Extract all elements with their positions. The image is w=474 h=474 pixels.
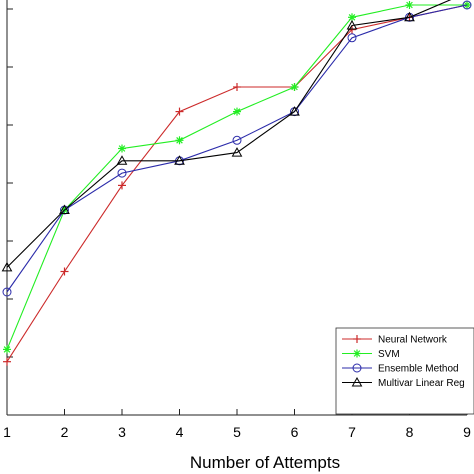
data-point	[289, 106, 300, 116]
x-tick-label: 6	[291, 424, 299, 440]
legend-item: SVM	[342, 349, 400, 360]
data-point	[404, 11, 415, 22]
data-point	[351, 376, 363, 387]
series-line	[6, 4, 467, 350]
x-tick-label: 7	[348, 424, 356, 440]
data-point	[348, 13, 356, 22]
data-point	[60, 267, 69, 276]
legend-item: Multivar Linear Reg	[342, 376, 465, 389]
data-point	[118, 181, 126, 190]
data-point	[2, 287, 12, 297]
data-point	[346, 19, 358, 30]
legend-label: Multivar Linear Reg	[378, 378, 465, 389]
data-point	[116, 155, 128, 165]
x-tick-label: 3	[118, 424, 126, 440]
series-multivar-linear-reg	[1, 0, 452, 272]
data-point	[347, 33, 357, 43]
series-svm	[3, 1, 471, 354]
legend-label: Neural Network	[378, 335, 448, 346]
legend-label: Ensemble Method	[378, 364, 459, 375]
data-point	[1, 261, 13, 272]
data-point	[233, 83, 241, 91]
data-point	[290, 83, 299, 91]
data-point	[3, 357, 11, 366]
data-point	[232, 135, 242, 145]
x-axis-label: Number of Attempts	[190, 453, 340, 472]
series-line	[6, 4, 468, 293]
data-point	[59, 204, 70, 214]
legend-item: Ensemble Method	[342, 363, 459, 375]
data-point	[175, 136, 184, 145]
series-neural-network	[3, 1, 471, 366]
x-tick-label: 5	[233, 424, 241, 440]
legend: Neural Network SVM Ensemble Method Multivar…	[335, 327, 474, 415]
legend-item: Neural Network	[342, 335, 448, 346]
x-tick-label: 2	[61, 424, 69, 440]
data-point	[117, 168, 127, 178]
data-point	[462, 0, 472, 10]
data-point	[353, 335, 361, 343]
x-tick-label: 8	[406, 424, 414, 440]
x-tick-label: 9	[463, 424, 471, 440]
data-point	[3, 345, 11, 354]
series-line	[6, 4, 468, 362]
data-point	[352, 363, 362, 373]
data-point	[174, 155, 185, 165]
x-tick-label: 4	[176, 424, 184, 440]
legend-box	[335, 327, 474, 415]
series-layer	[1, 0, 472, 366]
data-point	[353, 349, 361, 358]
x-tick-label: 1	[3, 424, 11, 440]
data-point	[175, 107, 184, 116]
data-point	[118, 144, 126, 153]
data-point	[405, 1, 414, 9]
x-ticks: 1 2 3 4 5 6 7 8 9	[3, 409, 471, 440]
data-point	[231, 147, 243, 157]
series-line	[6, 0, 452, 268]
legend-label: SVM	[378, 349, 400, 360]
data-point	[233, 107, 241, 116]
